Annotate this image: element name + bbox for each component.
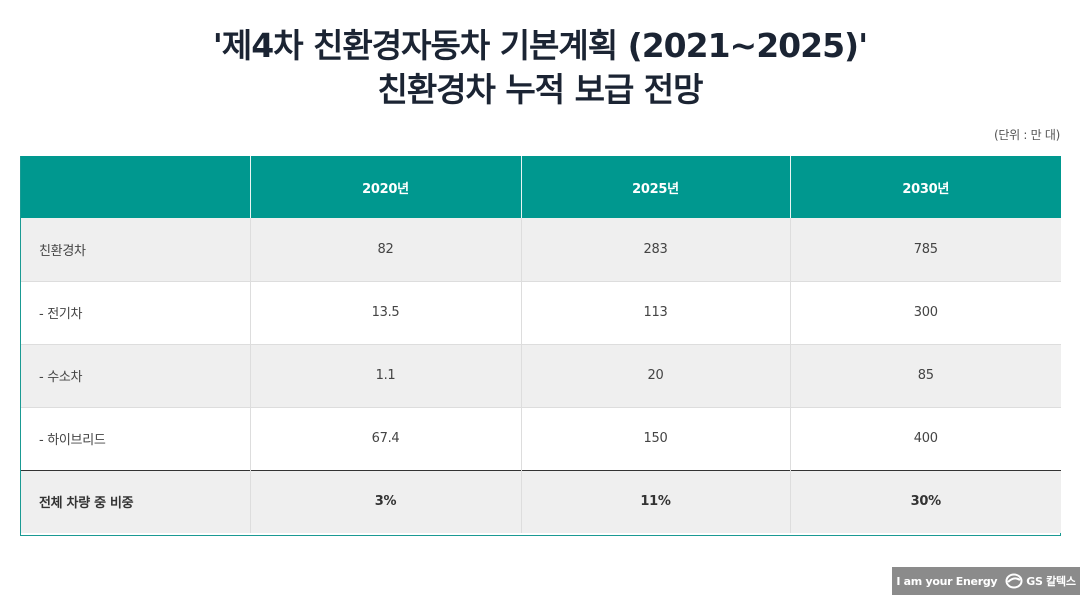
- brand-name: GS 칼텍스: [1026, 575, 1076, 588]
- row-label: 친환경차: [21, 218, 250, 281]
- table-header-row: 2020년 2025년 2030년: [21, 156, 1061, 218]
- footer-brand-badge: I am your Energy GS 칼텍스: [892, 567, 1080, 595]
- cell-value: 3%: [249, 469, 521, 533]
- table-row: - 수소차 1.1 20 85: [21, 343, 1061, 407]
- header-cell-2025: 2025년: [520, 156, 790, 218]
- header-cell-2030: 2030년: [789, 156, 1061, 218]
- cell-value: 82: [249, 218, 521, 281]
- data-table: 2020년 2025년 2030년 친환경차 82 283 785 - 전기차 …: [21, 156, 1061, 533]
- row-label: - 전기차: [21, 280, 250, 344]
- cell-value: 785: [789, 218, 1061, 281]
- table-row: - 전기차 13.5 113 300: [21, 280, 1061, 344]
- table-row: - 하이브리드 67.4 150 400: [21, 406, 1061, 470]
- title-line-1: '제4차 친환경자동차 기본계획 (2021~2025)': [212, 26, 868, 65]
- title-line-2: 친환경차 누적 보급 전망: [377, 70, 703, 109]
- cell-value: 13.5: [249, 280, 521, 344]
- row-label: - 하이브리드: [21, 406, 250, 470]
- cell-value: 283: [520, 218, 790, 281]
- row-label: - 수소차: [21, 343, 250, 407]
- gs-caltex-logo-icon: [1005, 573, 1023, 589]
- data-table-container: 2020년 2025년 2030년 친환경차 82 283 785 - 전기차 …: [20, 156, 1061, 536]
- cell-value: 20: [520, 343, 790, 407]
- row-label: 전체 차량 중 비중: [21, 469, 250, 533]
- page-title: '제4차 친환경자동차 기본계획 (2021~2025)' 친환경차 누적 보급…: [0, 24, 1080, 112]
- cell-value: 11%: [520, 469, 790, 533]
- cell-value: 300: [789, 280, 1061, 344]
- header-cell-empty: [21, 156, 250, 218]
- brand-slogan: I am your Energy: [896, 574, 998, 588]
- cell-value: 30%: [789, 469, 1061, 533]
- header-cell-2020: 2020년: [249, 156, 521, 218]
- table-row: 친환경차 82 283 785: [21, 218, 1061, 281]
- summary-row: 전체 차량 중 비중 3% 11% 30%: [21, 469, 1061, 533]
- brand-logo: GS 칼텍스: [1005, 573, 1076, 589]
- cell-value: 150: [520, 406, 790, 470]
- cell-value: 1.1: [249, 343, 521, 407]
- unit-label: (단위 : 만 대): [993, 128, 1060, 142]
- cell-value: 400: [789, 406, 1061, 470]
- cell-value: 85: [789, 343, 1061, 407]
- cell-value: 67.4: [249, 406, 521, 470]
- cell-value: 113: [520, 280, 790, 344]
